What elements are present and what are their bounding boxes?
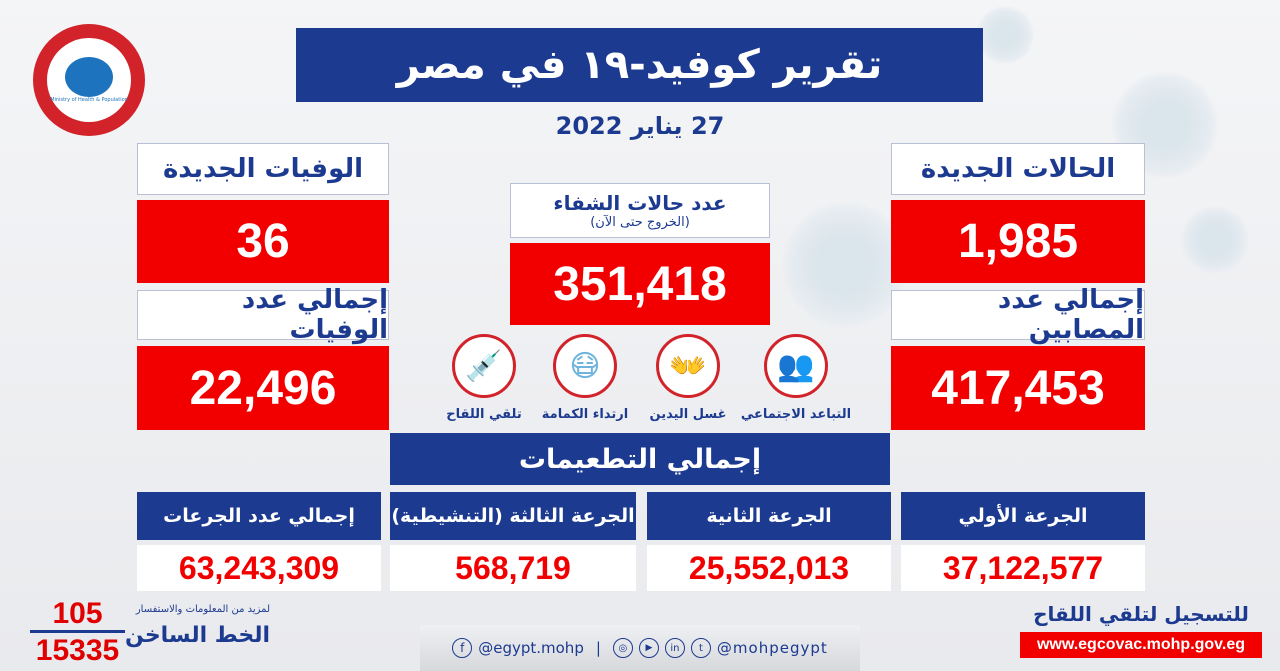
dose-label: الجرعة الثانية — [647, 492, 891, 540]
new-deaths-label: الوفيات الجديدة — [137, 143, 389, 195]
tip-label: التباعد الاجتماعي — [740, 407, 852, 422]
virus-decoration — [1180, 205, 1250, 275]
total-deaths-value: 22,496 — [137, 346, 389, 430]
total-cases-value: 417,453 — [891, 346, 1145, 430]
report-date: 27 يناير 2022 — [555, 112, 725, 140]
instagram-icon[interactable]: ◎ — [612, 638, 633, 658]
hotline-sub: لمزيد من المعلومات والاستفسار — [135, 604, 270, 615]
divider: | — [595, 639, 601, 657]
mask-icon: 😷 — [553, 334, 617, 398]
hands-icon: 👐 — [656, 334, 720, 398]
recovered-label-box: عدد حالات الشفاء (الخروج حتى الآن) — [510, 183, 770, 238]
new-deaths-value: 36 — [137, 200, 389, 283]
tip-label: غسل اليدين — [649, 407, 727, 422]
social-handle[interactable]: @mohpegypt — [716, 639, 828, 657]
tip-label: تلقي اللقاح — [446, 407, 522, 422]
hotline-number-2: 15335 — [35, 634, 120, 667]
vaccinations-title: إجمالي التطعيمات — [390, 433, 890, 485]
facebook-handle[interactable]: @egypt.mohp — [478, 639, 584, 657]
twitter-icon[interactable]: t — [690, 638, 711, 658]
virus-decoration — [975, 5, 1035, 65]
dose-value: 568,719 — [390, 545, 636, 591]
no-crowd-icon: 👥 — [764, 334, 828, 398]
recovered-sublabel: (الخروج حتى الآن) — [590, 215, 690, 230]
title-banner: تقرير كوفيد-١٩ في مصر — [296, 28, 983, 102]
recovered-label: عدد حالات الشفاء — [553, 191, 727, 215]
tip-label: ارتداء الكمامة — [541, 407, 629, 422]
ministry-logo: Ministry of Health & Population — [33, 24, 145, 136]
new-cases-label: الحالات الجديدة — [891, 143, 1145, 195]
facebook-icon[interactable]: f — [452, 638, 473, 658]
dose-value: 37,122,577 — [901, 545, 1145, 591]
dose-label: الجرعة الثالثة (التنشيطية) — [390, 492, 636, 540]
hotline-number-1: 105 — [30, 598, 125, 633]
dose-label: إجمالي عدد الجرعات — [137, 492, 381, 540]
hotline-label: الخط الساخن — [125, 623, 270, 648]
social-bar: f @egypt.mohp | ◎ ▶ in t @mohpegypt — [420, 625, 860, 671]
total-deaths-label: إجمالي عدد الوفيات — [137, 285, 389, 345]
youtube-icon[interactable]: ▶ — [638, 638, 659, 658]
new-cases-value: 1,985 — [891, 200, 1145, 283]
linkedin-icon[interactable]: in — [664, 638, 685, 658]
recovered-value: 351,418 — [510, 243, 770, 325]
dose-value: 25,552,013 — [647, 545, 891, 591]
dose-value: 63,243,309 — [137, 545, 381, 591]
virus-decoration — [780, 200, 910, 330]
dose-label: الجرعة الأولي — [901, 492, 1145, 540]
logo-text: Ministry of Health & Population — [50, 97, 128, 103]
register-url-link[interactable]: www.egcovac.mohp.gov.eg — [1020, 632, 1262, 658]
total-cases-label: إجمالي عدد المصابين — [891, 285, 1145, 345]
syringe-icon: 💉 — [452, 334, 516, 398]
register-label: للتسجيل لتلقي اللقاح — [1033, 602, 1249, 626]
